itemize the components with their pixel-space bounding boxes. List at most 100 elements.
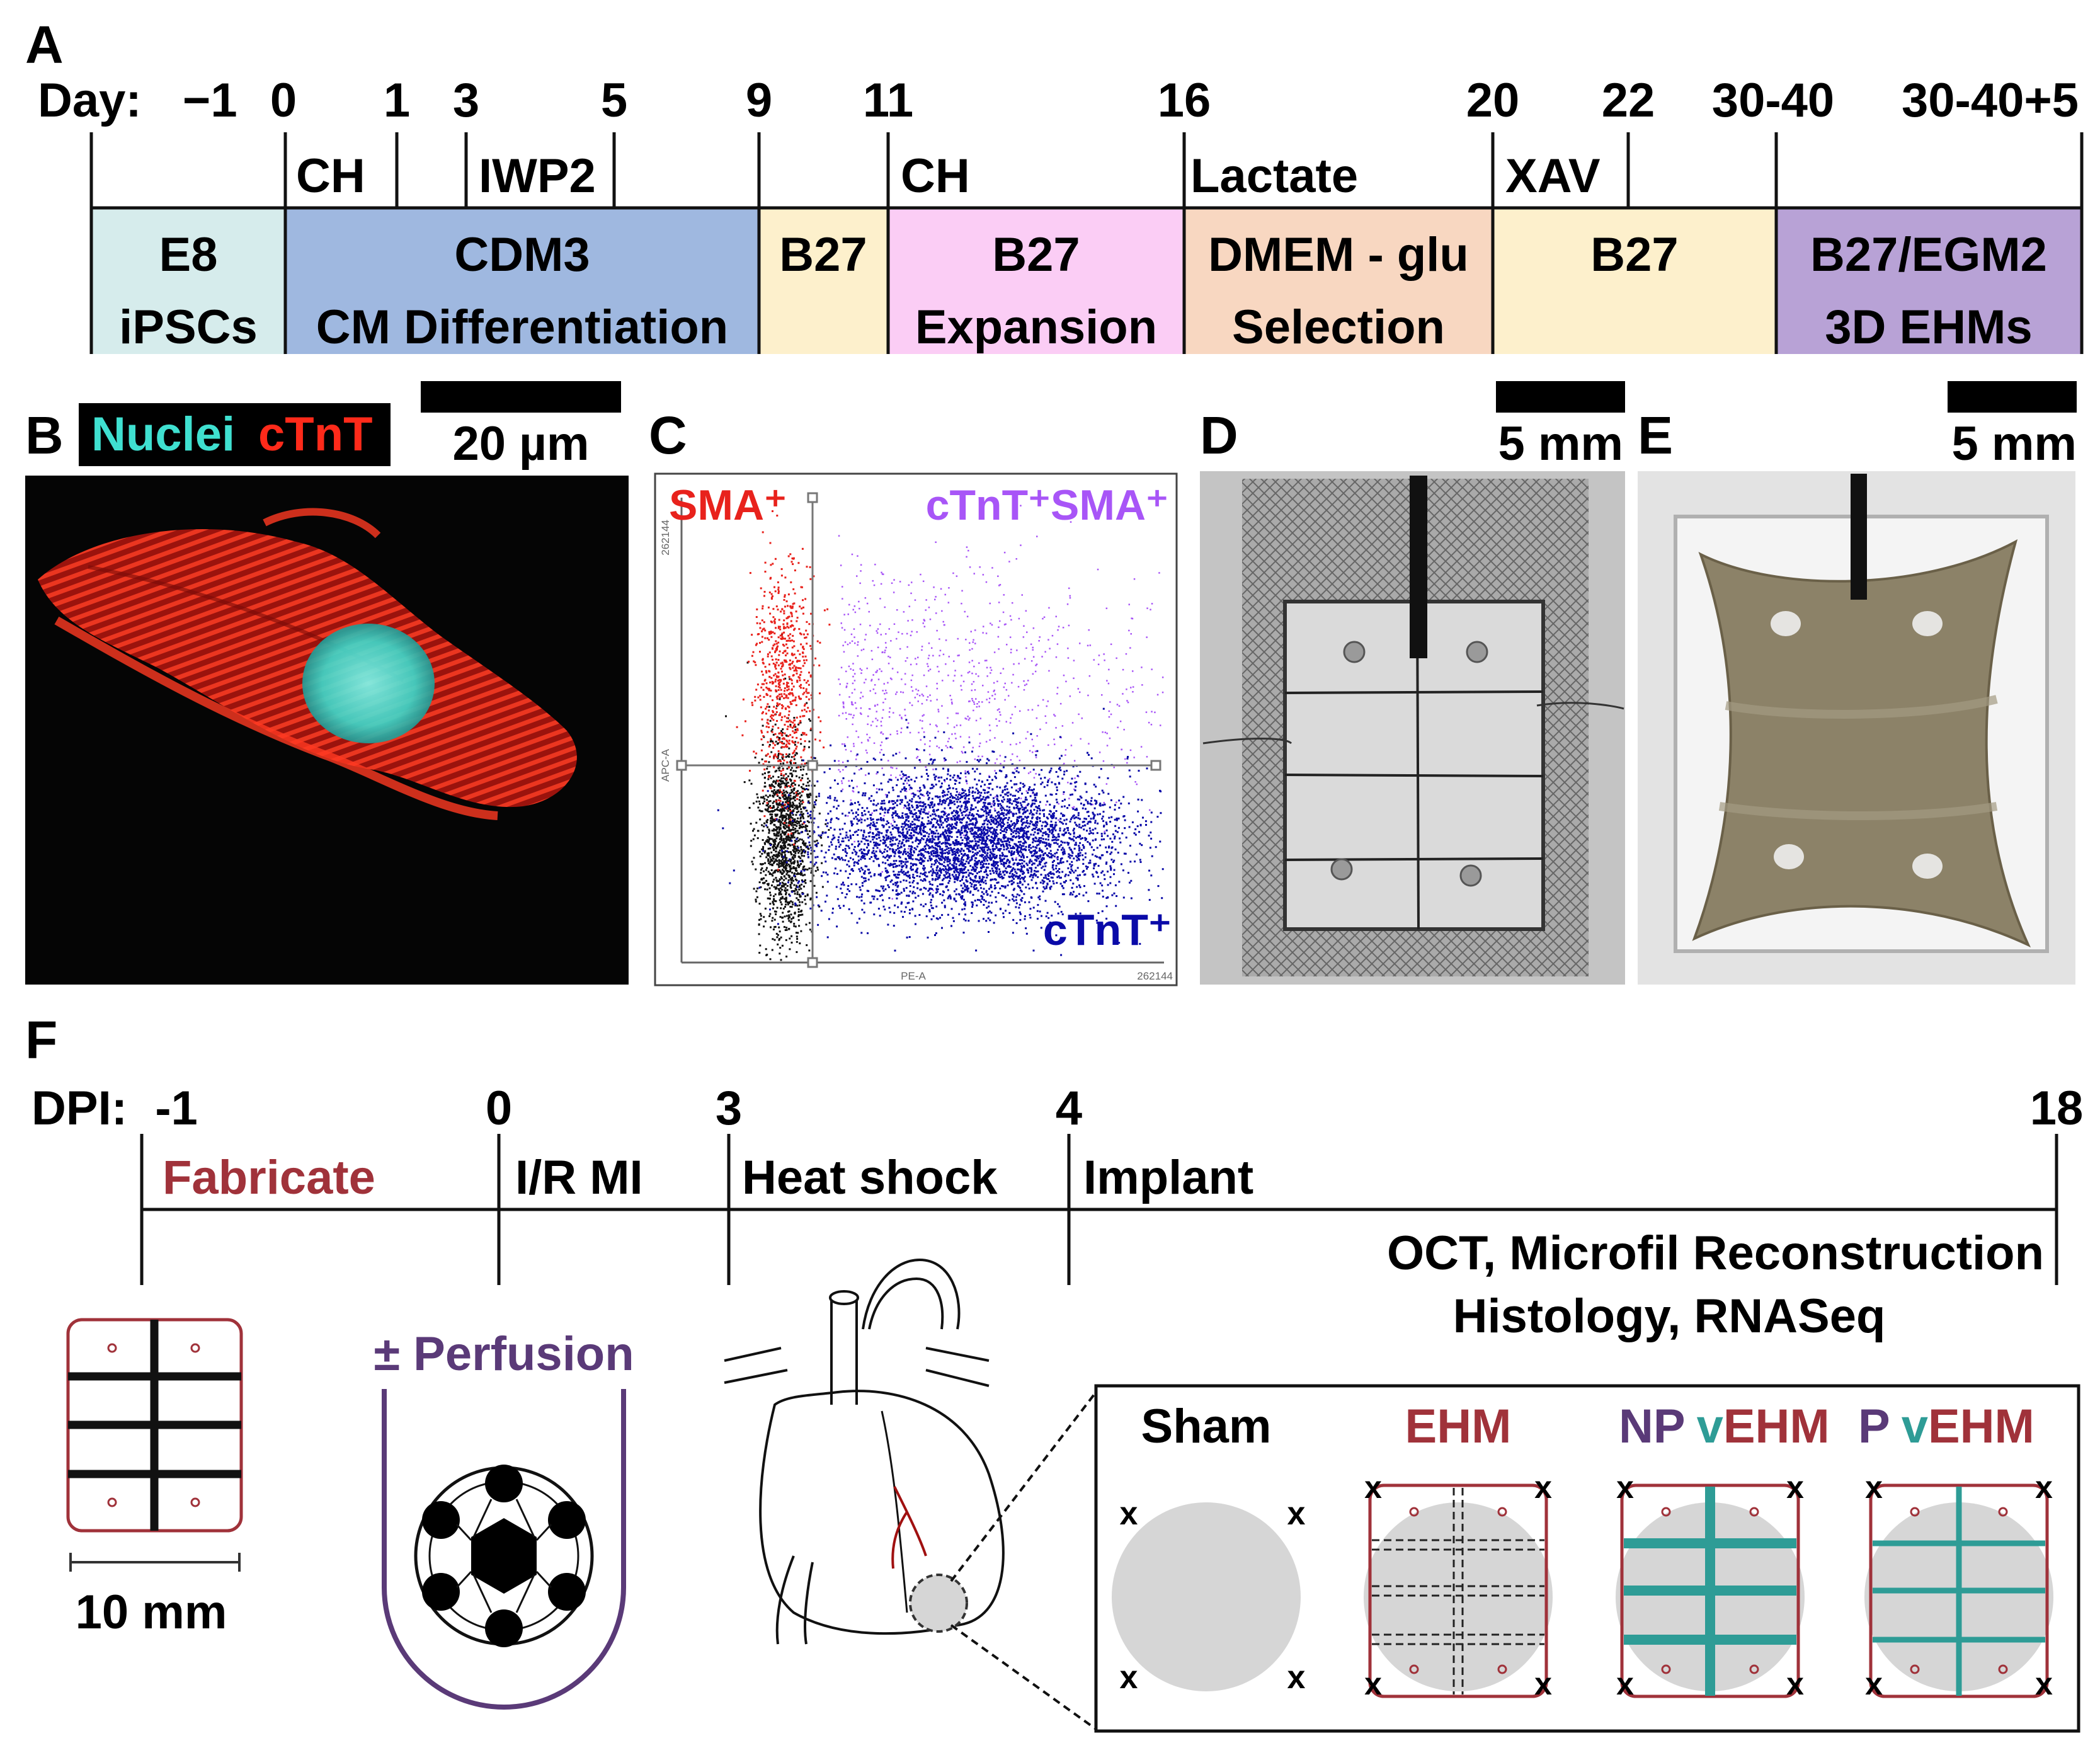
scatter-point: [754, 757, 756, 759]
scatter-point: [952, 857, 955, 859]
scatter-point: [789, 837, 792, 839]
scatter-point: [996, 799, 999, 802]
scatter-point: [769, 578, 772, 580]
scatter-point: [961, 896, 964, 898]
scatter-point: [974, 823, 977, 825]
scatter-point: [768, 761, 770, 763]
scatter-point: [973, 884, 976, 887]
scatter-point: [911, 827, 914, 830]
scatter-point: [1006, 860, 1008, 862]
scatter-point: [787, 685, 790, 688]
scatter-point: [782, 652, 784, 654]
scatter-point: [985, 741, 988, 743]
scatter-point: [776, 808, 778, 811]
scatter-point: [962, 859, 964, 861]
scatter-point: [785, 777, 788, 779]
scatter-point: [933, 863, 935, 866]
scatter-point: [813, 884, 816, 887]
scatter-point: [896, 733, 898, 735]
scatter-point: [842, 743, 843, 745]
scatter-point: [863, 853, 865, 855]
scatter-point: [877, 818, 880, 821]
scatter-point: [777, 695, 779, 697]
scatter-point: [983, 918, 984, 920]
scatter-point: [771, 731, 773, 733]
scatter-point: [1034, 796, 1037, 799]
scatter-point: [972, 851, 974, 854]
scatter-point: [965, 804, 967, 806]
scatter-point: [773, 800, 775, 803]
scatter-point: [915, 838, 918, 840]
scatter-point: [805, 733, 807, 736]
scatter-point: [810, 872, 813, 874]
scatter-point: [762, 882, 764, 884]
scatter-point: [905, 777, 908, 780]
scatter-point: [766, 888, 768, 891]
scatter-point: [860, 741, 863, 744]
scatter-point: [785, 806, 787, 809]
scatter-point: [891, 814, 893, 816]
scatter-point: [790, 900, 792, 903]
scatter-point: [784, 847, 786, 849]
scatter-point: [797, 660, 800, 662]
scatter-point: [868, 872, 870, 874]
scatter-point: [806, 659, 807, 661]
scatter-point: [1070, 868, 1073, 871]
scatter-point: [911, 829, 913, 831]
scatter-point: [748, 779, 751, 782]
scatter-point: [773, 860, 776, 862]
scatter-point: [758, 881, 761, 884]
scatter-point: [787, 765, 790, 768]
scatter-point: [794, 754, 796, 757]
scatter-point: [842, 769, 844, 771]
scatter-point: [893, 821, 896, 823]
scatter-point: [893, 819, 894, 821]
scatter-point: [845, 686, 847, 689]
scatter-point: [790, 763, 792, 765]
scatter-point: [978, 662, 980, 664]
scatter-point: [1046, 821, 1048, 824]
scatter-point: [886, 871, 888, 874]
scatter-point: [805, 809, 807, 812]
scatter-point: [1128, 603, 1130, 605]
scatter-point: [1027, 680, 1029, 682]
scatter-point: [788, 871, 790, 872]
scatter-point: [775, 858, 777, 860]
scatter-point: [1022, 845, 1025, 847]
scatter-point: [802, 769, 804, 770]
scatter-point: [784, 889, 786, 891]
scatter-point: [1007, 866, 1009, 868]
scatter-point: [1087, 644, 1089, 647]
scatter-point: [792, 879, 794, 882]
scatter-point: [916, 790, 919, 792]
scatter-point: [947, 804, 950, 806]
scatter-point: [925, 609, 927, 611]
scatter-point: [773, 794, 776, 796]
stage-medium: E8: [159, 228, 218, 282]
scatter-point: [895, 849, 898, 851]
scatter-point: [934, 860, 936, 862]
scatter-point: [813, 664, 815, 666]
scatter-point: [988, 814, 990, 816]
scatter-point: [914, 892, 916, 894]
scatter-point: [965, 876, 967, 878]
scatter-point: [780, 730, 783, 732]
scatter-point: [785, 740, 788, 741]
scatter-point: [988, 809, 991, 812]
scatter-point: [776, 831, 779, 833]
scatter-point: [785, 654, 787, 656]
scatter-point: [785, 779, 787, 782]
scatter-point: [899, 881, 902, 883]
scatter-point: [807, 833, 809, 835]
scatter-point: [838, 535, 840, 537]
scatter-point: [892, 889, 894, 891]
scatter-point: [1000, 859, 1002, 861]
scatter-point: [776, 736, 779, 738]
scatter-point: [876, 632, 879, 634]
scatter-point: [763, 800, 765, 803]
scatter-point: [983, 838, 985, 840]
scatter-point: [805, 695, 807, 698]
panel-b-legend-box: [79, 403, 391, 466]
scatter-point: [1069, 857, 1071, 859]
scatter-point: [956, 712, 957, 714]
